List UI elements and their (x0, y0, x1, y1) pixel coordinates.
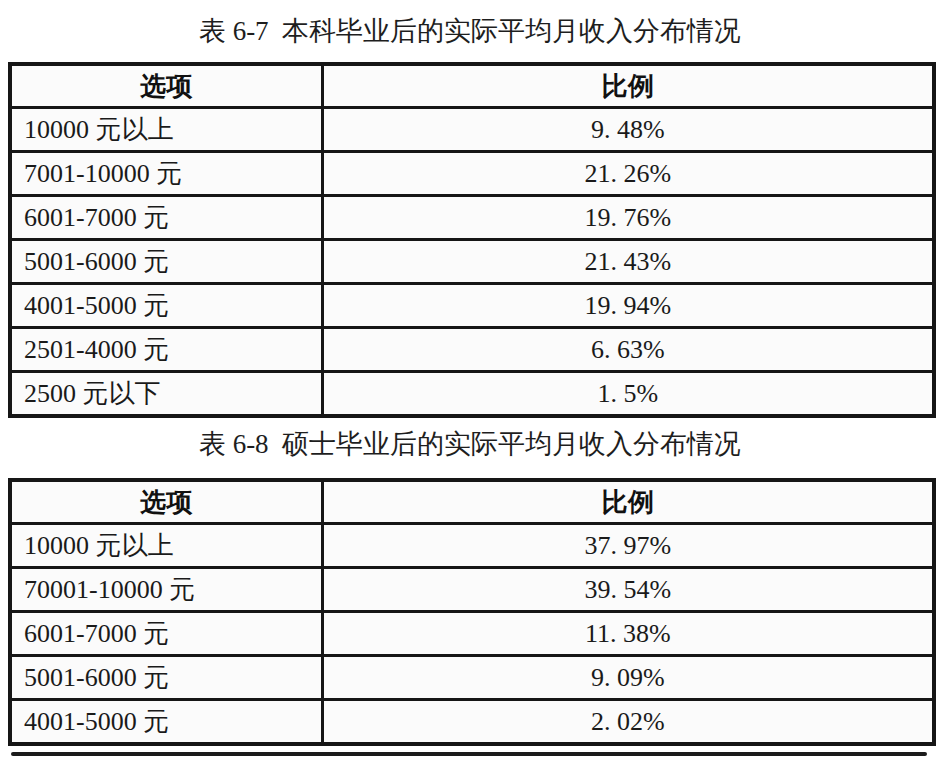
ratio-cell: 21. 26% (322, 152, 934, 196)
option-cell: 5001-6000 元 (10, 240, 322, 284)
option-cell: 2500 元以下 (10, 372, 322, 417)
option-cell: 70001-10000 元 (10, 568, 322, 612)
ratio-cell: 19. 76% (322, 196, 934, 240)
cutoff-next-row-border (11, 752, 927, 756)
ratio-cell: 2. 02% (322, 700, 934, 745)
ratio-cell: 9. 09% (322, 656, 934, 700)
table-6-7: 选项 比例 10000 元以上 9. 48% 7001-10000 元 21. … (8, 62, 936, 418)
table-row: 70001-10000 元 39. 54% (10, 568, 934, 612)
option-cell: 4001-5000 元 (10, 700, 322, 745)
table-header-row: 选项 比例 (10, 480, 934, 524)
table-6-8: 选项 比例 10000 元以上 37. 97% 70001-10000 元 39… (8, 478, 936, 746)
table-row: 10000 元以上 37. 97% (10, 524, 934, 568)
table-6-7-caption: 表 6-7 本科毕业后的实际平均月收入分布情况 (0, 16, 940, 46)
option-cell: 2501-4000 元 (10, 328, 322, 372)
ratio-cell: 37. 97% (322, 524, 934, 568)
table-row: 5001-6000 元 21. 43% (10, 240, 934, 284)
table-row: 7001-10000 元 21. 26% (10, 152, 934, 196)
option-cell: 10000 元以上 (10, 108, 322, 152)
table-row: 4001-5000 元 2. 02% (10, 700, 934, 745)
option-cell: 4001-5000 元 (10, 284, 322, 328)
ratio-column-header: 比例 (322, 480, 934, 524)
option-cell: 6001-7000 元 (10, 196, 322, 240)
option-cell: 7001-10000 元 (10, 152, 322, 196)
ratio-cell: 21. 43% (322, 240, 934, 284)
table-row: 2500 元以下 1. 5% (10, 372, 934, 417)
ratio-cell: 11. 38% (322, 612, 934, 656)
option-cell: 6001-7000 元 (10, 612, 322, 656)
table-header-row: 选项 比例 (10, 64, 934, 108)
table-row: 6001-7000 元 19. 76% (10, 196, 934, 240)
option-column-header: 选项 (10, 64, 322, 108)
ratio-cell: 9. 48% (322, 108, 934, 152)
table-row: 10000 元以上 9. 48% (10, 108, 934, 152)
table-6-8-caption: 表 6-8 硕士毕业后的实际平均月收入分布情况 (0, 429, 940, 459)
option-cell: 5001-6000 元 (10, 656, 322, 700)
ratio-cell: 39. 54% (322, 568, 934, 612)
table-row: 2501-4000 元 6. 63% (10, 328, 934, 372)
table-row: 5001-6000 元 9. 09% (10, 656, 934, 700)
ratio-column-header: 比例 (322, 64, 934, 108)
ratio-cell: 1. 5% (322, 372, 934, 417)
table-row: 6001-7000 元 11. 38% (10, 612, 934, 656)
table-row: 4001-5000 元 19. 94% (10, 284, 934, 328)
option-cell: 10000 元以上 (10, 524, 322, 568)
ratio-cell: 19. 94% (322, 284, 934, 328)
option-column-header: 选项 (10, 480, 322, 524)
ratio-cell: 6. 63% (322, 328, 934, 372)
